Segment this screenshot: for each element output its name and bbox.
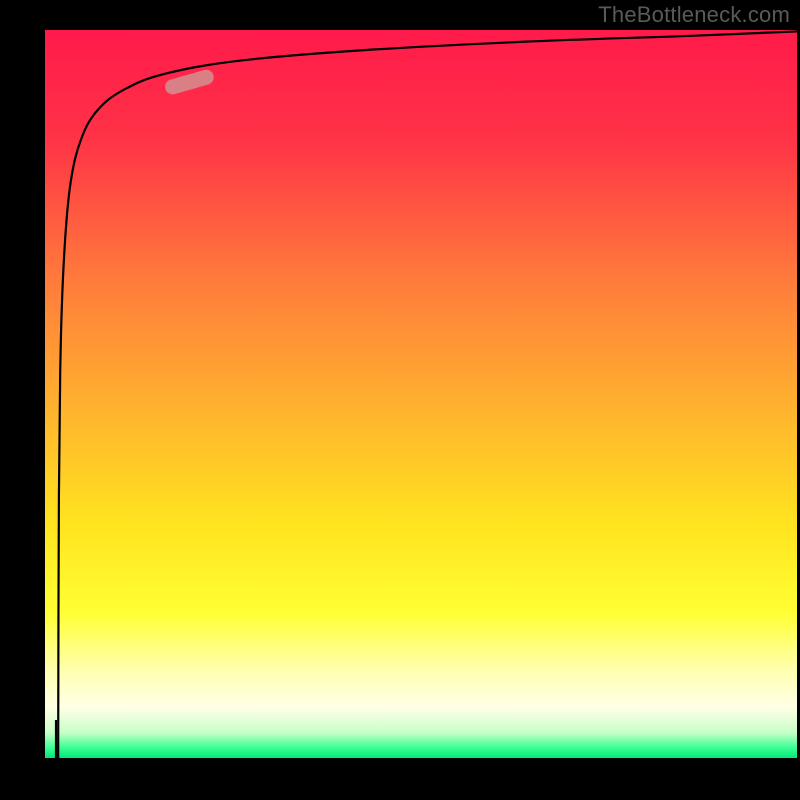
watermark-text: TheBottleneck.com (598, 2, 790, 28)
curve-layer (45, 30, 797, 758)
bottleneck-curve (58, 31, 797, 758)
chart-stage: TheBottleneck.com (0, 0, 800, 800)
plot-area (45, 30, 797, 758)
